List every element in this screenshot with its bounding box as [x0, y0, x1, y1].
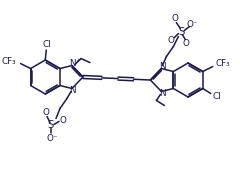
Text: CF₃: CF₃ — [1, 57, 16, 66]
Text: O⁻: O⁻ — [46, 134, 58, 143]
Text: O: O — [183, 39, 190, 48]
Text: +: + — [75, 58, 80, 63]
Text: O: O — [60, 116, 66, 125]
Text: N: N — [69, 87, 76, 96]
Text: O: O — [42, 108, 49, 117]
Text: S: S — [178, 27, 185, 37]
Text: O: O — [168, 36, 175, 45]
Text: Cl: Cl — [43, 40, 52, 49]
Text: O⁻: O⁻ — [186, 20, 198, 29]
Text: N: N — [159, 62, 165, 71]
Text: Cl: Cl — [212, 92, 221, 101]
Text: CF₃: CF₃ — [216, 59, 230, 68]
Text: O: O — [172, 14, 179, 23]
Text: N: N — [69, 58, 75, 67]
Text: N: N — [159, 89, 165, 98]
Text: S: S — [48, 120, 54, 130]
